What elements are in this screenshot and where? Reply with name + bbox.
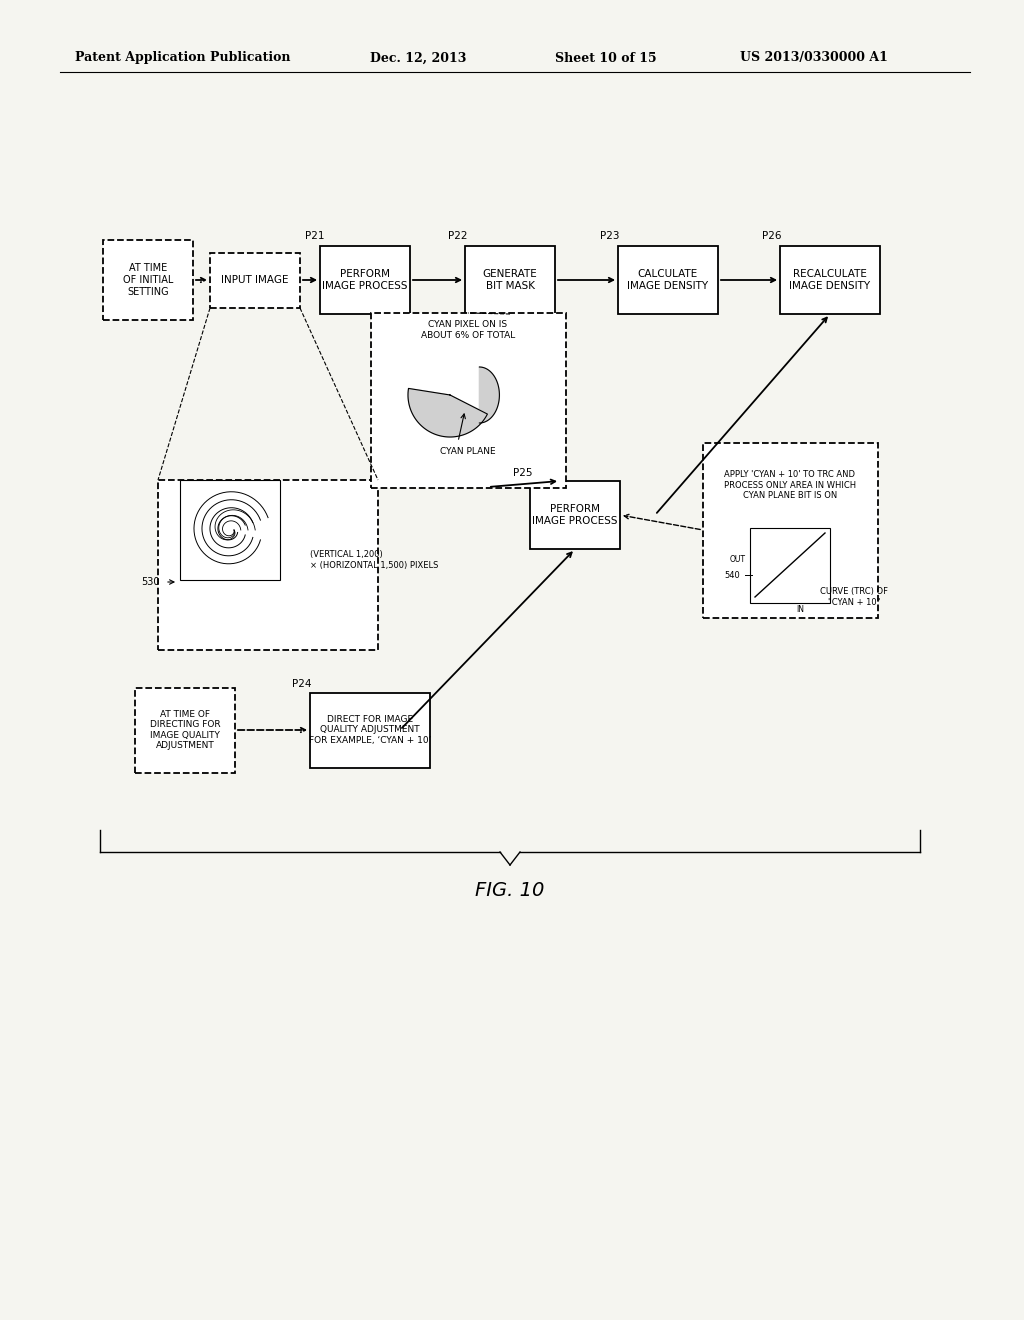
Text: FIG. 10: FIG. 10 [475, 880, 545, 899]
Bar [158, 480, 378, 649]
Polygon shape [408, 388, 487, 437]
Bar [210, 252, 300, 308]
Text: IN: IN [796, 606, 804, 615]
Polygon shape [479, 367, 500, 422]
Bar [371, 313, 565, 487]
Text: P23: P23 [600, 231, 620, 242]
Bar [780, 246, 880, 314]
Text: P24: P24 [292, 678, 311, 689]
Text: 540: 540 [724, 570, 740, 579]
Text: P22: P22 [449, 231, 468, 242]
Text: (VERTICAL 1,200)
× (HORIZONTAL 1,500) PIXELS: (VERTICAL 1,200) × (HORIZONTAL 1,500) PI… [310, 550, 438, 570]
Bar [750, 528, 830, 602]
Bar [103, 240, 193, 319]
Text: PERFORM
IMAGE PROCESS: PERFORM IMAGE PROCESS [323, 269, 408, 290]
Text: DIRECT FOR IMAGE
QUALITY ADJUSTMENT
FOR EXAMPLE, ‘CYAN + 10’: DIRECT FOR IMAGE QUALITY ADJUSTMENT FOR … [309, 715, 431, 744]
Text: Patent Application Publication: Patent Application Publication [75, 51, 291, 65]
Text: CALCULATE
IMAGE DENSITY: CALCULATE IMAGE DENSITY [628, 269, 709, 290]
Bar [135, 688, 234, 772]
Bar [310, 693, 430, 767]
Text: INPUT IMAGE: INPUT IMAGE [221, 275, 289, 285]
Text: PERFORM
IMAGE PROCESS: PERFORM IMAGE PROCESS [532, 504, 617, 525]
Text: Dec. 12, 2013: Dec. 12, 2013 [370, 51, 466, 65]
Text: GENERATE
BIT MASK: GENERATE BIT MASK [482, 269, 538, 290]
Text: RECALCULATE
IMAGE DENSITY: RECALCULATE IMAGE DENSITY [790, 269, 870, 290]
Text: AT TIME OF
DIRECTING FOR
IMAGE QUALITY
ADJUSTMENT: AT TIME OF DIRECTING FOR IMAGE QUALITY A… [150, 710, 220, 750]
Text: P25: P25 [513, 469, 532, 478]
Bar [702, 442, 878, 618]
Text: P26: P26 [762, 231, 781, 242]
Bar [465, 246, 555, 314]
Text: APPLY 'CYAN + 10' TO TRC AND
PROCESS ONLY AREA IN WHICH
CYAN PLANE BIT IS ON: APPLY 'CYAN + 10' TO TRC AND PROCESS ONL… [724, 470, 856, 500]
Bar [618, 246, 718, 314]
Text: CURVE (TRC) OF
"CYAN + 10": CURVE (TRC) OF "CYAN + 10" [820, 587, 888, 607]
Text: OUT: OUT [730, 556, 746, 565]
Bar [180, 480, 280, 579]
Text: P21: P21 [305, 231, 325, 242]
Text: 530: 530 [141, 577, 160, 587]
Text: Sheet 10 of 15: Sheet 10 of 15 [555, 51, 656, 65]
Text: CYAN PIXEL ON IS
ABOUT 6% OF TOTAL: CYAN PIXEL ON IS ABOUT 6% OF TOTAL [421, 321, 515, 339]
Text: CYAN PLANE: CYAN PLANE [440, 447, 496, 457]
Text: AT TIME
OF INITIAL
SETTING: AT TIME OF INITIAL SETTING [123, 264, 173, 297]
Bar [530, 480, 620, 549]
Text: US 2013/0330000 A1: US 2013/0330000 A1 [740, 51, 888, 65]
Bar [319, 246, 410, 314]
